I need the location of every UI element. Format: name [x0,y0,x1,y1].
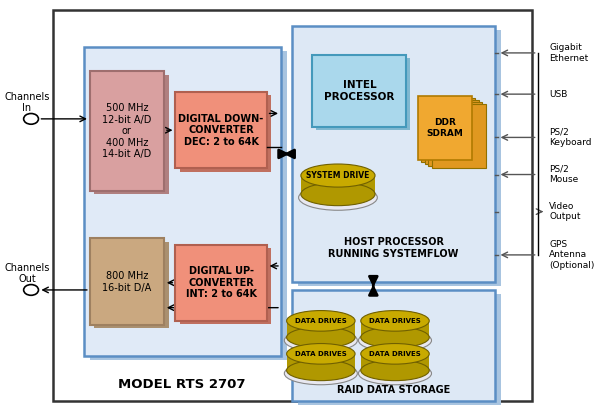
Text: Video
Output: Video Output [549,202,581,221]
Bar [301,176,375,194]
Bar [312,55,406,127]
Bar [428,103,482,166]
Bar [361,321,429,337]
Text: Channels
In: Channels In [4,92,50,113]
Bar [90,238,164,325]
Text: 800 MHz
16-bit D/A: 800 MHz 16-bit D/A [102,271,152,293]
Bar [287,354,355,370]
Text: PS/2
Mouse: PS/2 Mouse [549,165,578,184]
Bar [180,95,271,172]
Text: MODEL RTS 2707: MODEL RTS 2707 [118,378,246,391]
Bar [90,51,287,360]
Bar [90,71,164,191]
Bar [298,294,500,405]
Text: SYSTEM DRIVE: SYSTEM DRIVE [306,171,370,180]
Ellipse shape [287,360,355,381]
Ellipse shape [284,329,358,352]
Ellipse shape [361,344,429,364]
Text: DDR
SDRAM: DDR SDRAM [427,118,463,138]
Bar [421,98,475,162]
Ellipse shape [301,183,375,206]
Text: Gigabit
Ethernet: Gigabit Ethernet [549,43,588,63]
Bar [175,92,266,168]
Bar [298,30,500,286]
Bar [180,248,271,324]
Bar [94,75,169,194]
Bar [361,354,429,370]
Circle shape [23,114,38,124]
Text: DIGITAL DOWN-
CONVERTER
DEC: 2 to 64K: DIGITAL DOWN- CONVERTER DEC: 2 to 64K [178,114,263,147]
Bar [292,290,495,401]
Bar [84,47,281,356]
Ellipse shape [284,362,358,385]
Ellipse shape [287,344,355,364]
Circle shape [23,285,38,295]
Bar [94,242,169,328]
Text: GPS
Antenna
(Optional): GPS Antenna (Optional) [549,240,595,270]
Text: RAID DATA STORAGE: RAID DATA STORAGE [337,385,450,395]
Bar [175,244,266,321]
Text: INTEL
PROCESSOR: INTEL PROCESSOR [324,80,395,102]
Bar [287,321,355,337]
Text: DATA DRIVES: DATA DRIVES [369,318,421,324]
Ellipse shape [358,362,431,385]
Text: HOST PROCESSOR
RUNNING SYSTEMFLOW: HOST PROCESSOR RUNNING SYSTEMFLOW [328,237,459,259]
Text: USB: USB [549,90,568,99]
Text: Channels
Out: Channels Out [4,263,50,284]
Bar [316,58,410,130]
Text: PS/2
Keyboard: PS/2 Keyboard [549,128,592,147]
Bar [53,10,532,401]
Text: DATA DRIVES: DATA DRIVES [369,351,421,357]
Text: 500 MHz
12-bit A/D
or
400 MHz
14-bit A/D: 500 MHz 12-bit A/D or 400 MHz 14-bit A/D [102,103,152,159]
Ellipse shape [361,360,429,381]
Ellipse shape [361,310,429,331]
Bar [418,96,472,160]
Bar [292,26,495,282]
Ellipse shape [361,327,429,348]
Ellipse shape [358,329,431,352]
Bar [431,105,485,168]
Ellipse shape [301,164,375,187]
Ellipse shape [287,310,355,331]
Text: DATA DRIVES: DATA DRIVES [295,318,347,324]
Bar [425,100,479,164]
Text: DIGITAL UP-
CONVERTER
INT: 2 to 64K: DIGITAL UP- CONVERTER INT: 2 to 64K [185,266,257,299]
Text: DATA DRIVES: DATA DRIVES [295,351,347,357]
Ellipse shape [287,327,355,348]
Ellipse shape [299,185,377,210]
